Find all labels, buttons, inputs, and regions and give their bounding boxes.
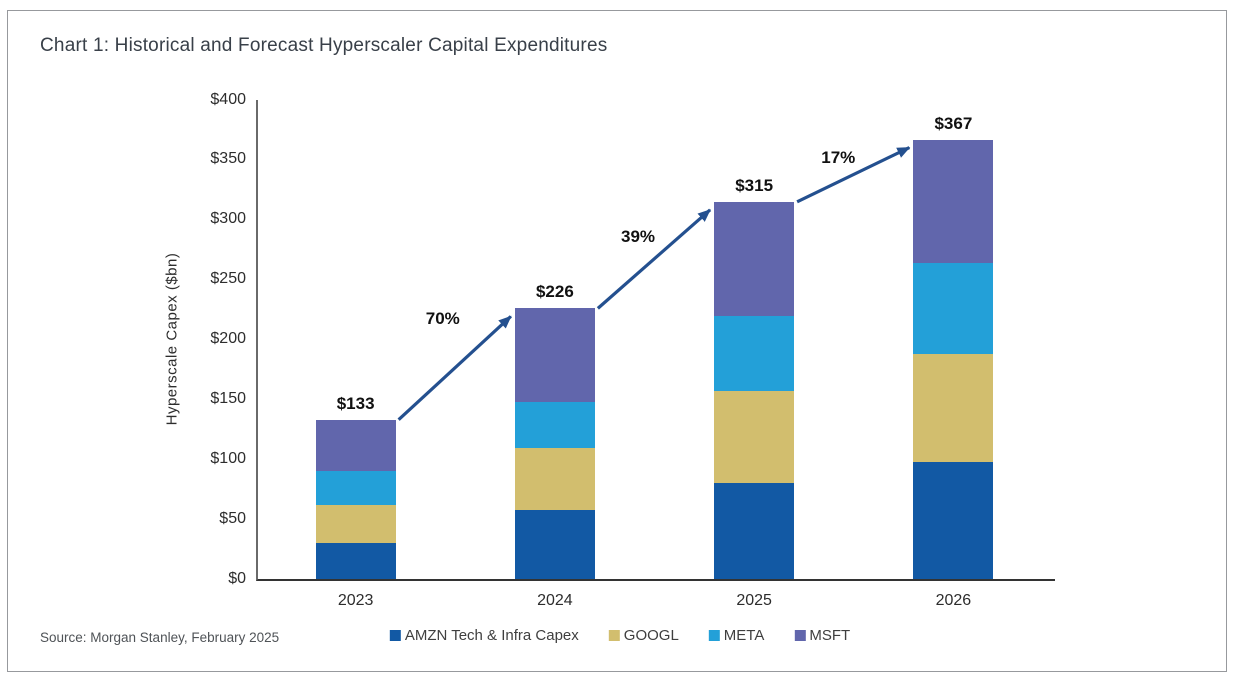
bar-total-label: $315 (735, 175, 774, 195)
bar-segment (315, 543, 396, 579)
legend-item: GOOGL (608, 627, 679, 644)
x-axis-tick-label: 2023 (337, 592, 374, 609)
bar-segment (714, 201, 795, 316)
y-axis-tick-label: $150 (210, 389, 246, 407)
plot-area (256, 100, 1055, 581)
bar-segment (315, 471, 396, 505)
growth-percent-label: 39% (620, 227, 656, 247)
bar-segment (714, 315, 795, 391)
legend: AMZN Tech & Infra Capex GOOGL META MSFT (389, 627, 850, 644)
bar-segment (514, 509, 595, 579)
legend-swatch-icon (389, 630, 401, 641)
y-axis-tick-label: $50 (219, 509, 246, 527)
bar-segment (714, 390, 795, 484)
y-axis-tick-label: $100 (210, 449, 246, 467)
legend-label: GOOGL (623, 627, 679, 644)
bar-segment (315, 504, 396, 544)
bar-segment (913, 262, 994, 354)
legend-item: MSFT (794, 627, 850, 644)
legend-item: AMZN Tech & Infra Capex (389, 627, 579, 644)
chart-title: Chart 1: Historical and Forecast Hypersc… (40, 35, 608, 56)
x-axis-tick-label: 2026 (935, 592, 972, 609)
legend-swatch-icon (794, 630, 806, 641)
legend-label: MSFT (809, 627, 851, 644)
y-axis-tick-label: $200 (210, 330, 246, 347)
legend-swatch-icon (708, 630, 720, 641)
y-axis-tick-label: $400 (210, 90, 246, 108)
y-axis-tick-label: $0 (228, 569, 246, 587)
bar-total-label: $133 (336, 393, 375, 413)
bar-segment (315, 419, 396, 472)
legend-swatch-icon (608, 630, 620, 641)
legend-label: AMZN Tech & Infra Capex (404, 627, 579, 644)
growth-percent-label: 70% (425, 309, 460, 329)
bar-segment (514, 448, 595, 510)
x-axis-tick-label: 2025 (736, 592, 772, 609)
source-note: Source: Morgan Stanley, February 2025 (40, 630, 280, 645)
bar-total-label: $367 (934, 113, 973, 133)
bar-segment (913, 139, 994, 263)
bar-segment (714, 483, 795, 579)
y-axis-tick-label: $300 (210, 210, 246, 228)
bar-segment (913, 353, 994, 462)
x-axis-tick-label: 2024 (537, 592, 573, 609)
bar-segment (913, 461, 994, 579)
bar-total-label: $226 (535, 282, 574, 302)
bar-segment (514, 401, 595, 449)
growth-percent-label: 17% (821, 147, 856, 167)
y-axis-tick-label: $250 (210, 270, 246, 288)
legend-item: META (708, 627, 765, 644)
y-axis-tick-label: $350 (210, 150, 246, 168)
legend-label: META (723, 627, 765, 644)
bar-segment (514, 308, 595, 402)
chart-border-frame (7, 10, 1227, 672)
